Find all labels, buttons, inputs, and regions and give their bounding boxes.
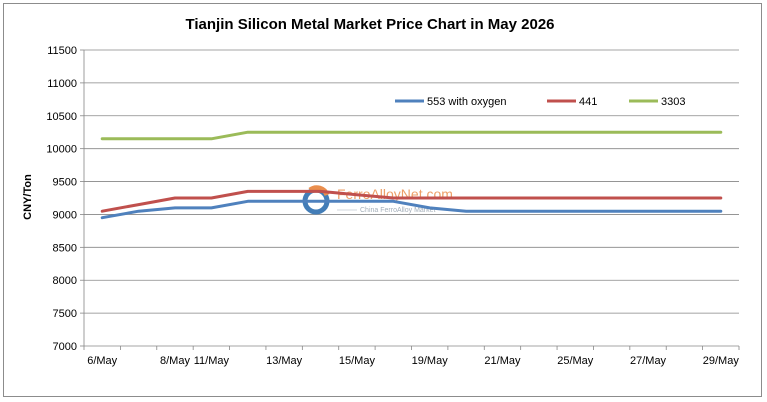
x-tick-label: 29/May	[703, 355, 740, 367]
x-tick-label: 25/May	[557, 355, 594, 367]
y-tick-label: 9000	[53, 209, 77, 221]
x-tick-label: 11/May	[194, 355, 230, 367]
series-line-1	[100, 189, 723, 213]
y-tick-label: 11000	[47, 78, 77, 90]
y-tick-label: 10000	[46, 144, 77, 156]
x-tick-label: 6/May	[87, 355, 117, 367]
x-tick-label: 21/May	[484, 355, 521, 367]
x-tick-label: 13/May	[266, 355, 303, 367]
grid-lines	[80, 49, 739, 347]
series-lines	[100, 130, 723, 220]
legend-label-2: 3303	[661, 96, 685, 108]
series-line-2	[100, 130, 723, 141]
x-tick-labels: 6/May 8/May 11/May 13/May 15/May 19/May 21/May…	[87, 355, 739, 367]
legend: 553 with oxygen 441 3303	[395, 96, 685, 108]
series-line-0	[100, 199, 723, 220]
x-tick-label: 19/May	[412, 355, 449, 367]
axes	[83, 50, 740, 350]
y-axis-label: CNY/Ton	[22, 174, 34, 220]
watermark-arc-icon	[308, 185, 330, 197]
x-tick-label: 8/May	[160, 355, 190, 367]
watermark-tagline: China FerroAlloy Market	[360, 207, 436, 214]
x-tick-label: 27/May	[630, 355, 667, 367]
chart-title: Tianjin Silicon Metal Market Price Chart…	[185, 16, 554, 33]
x-tick-label: 15/May	[339, 355, 376, 367]
y-tick-label: 7500	[53, 308, 77, 320]
legend-label-1: 441	[579, 96, 597, 108]
legend-label-0: 553 with oxygen	[427, 96, 507, 108]
y-tick-label: 7000	[53, 341, 77, 353]
y-tick-label: 10500	[46, 111, 77, 123]
y-tick-labels: 7000 7500 8000 8500 9000 9500 10000 10500 11000 1…	[46, 45, 77, 353]
y-tick-label: 11500	[47, 45, 77, 57]
y-tick-label: 8500	[53, 242, 77, 254]
y-tick-label: 8000	[53, 275, 77, 287]
y-tick-label: 9500	[53, 177, 77, 189]
